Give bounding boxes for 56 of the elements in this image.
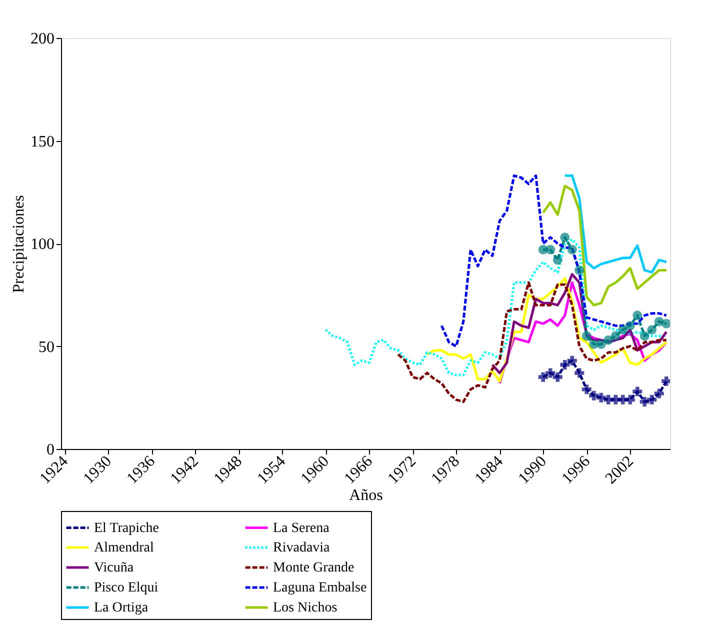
point [654,388,664,398]
point [582,331,592,341]
point [662,318,670,328]
point [546,368,556,378]
legend-label: Laguna Embalse [273,580,367,596]
point [589,390,599,400]
point [560,232,570,242]
y-tick-label: 0 [46,442,54,458]
point [625,320,635,330]
legend-label: Pisco Elqui [94,580,158,596]
point [582,384,592,394]
line-series [564,174,668,274]
line-series [542,184,668,306]
point [640,331,650,341]
x-tick-label: 1972 [384,452,420,488]
legend-label: El Trapiche [94,520,159,536]
x-tick-label: 1930 [80,452,115,488]
legend-label: Monte Grande [273,560,354,576]
point [574,368,584,378]
point [610,331,620,341]
legend-label: La Serena [273,520,330,536]
point [546,244,556,254]
y-tick-label: 50 [38,338,54,356]
point [574,265,584,275]
point [625,394,635,404]
y-tick-label: 150 [30,133,54,150]
legend-label: La Ortiga [94,600,149,616]
point [596,392,606,402]
point [632,386,642,396]
x-tick-label: 1942 [167,452,202,488]
point [567,356,577,366]
point [567,244,577,254]
x-axis-title: Años [349,486,383,504]
legend-label: Rivadavia [273,540,331,556]
y-tick-label: 200 [30,30,54,48]
point [647,394,657,404]
point [632,310,642,320]
point [552,255,562,265]
x-tick-label: 1960 [298,452,332,488]
point [560,360,570,370]
point [596,339,606,349]
x-tick-label: 1990 [515,452,550,488]
point [552,372,562,382]
point [640,396,650,406]
y-tick-label: 100 [30,236,54,253]
line-series [440,174,668,348]
line-series [396,281,668,403]
point [647,325,657,335]
legend-label: Vicuña [94,560,134,576]
point [604,335,614,345]
point [538,372,548,382]
legend-label: Almendral [94,540,154,556]
point [662,376,670,386]
point [618,325,628,335]
legend-label: Los Nichos [273,600,338,616]
y-axis-title: Precipitaciones [10,195,28,293]
